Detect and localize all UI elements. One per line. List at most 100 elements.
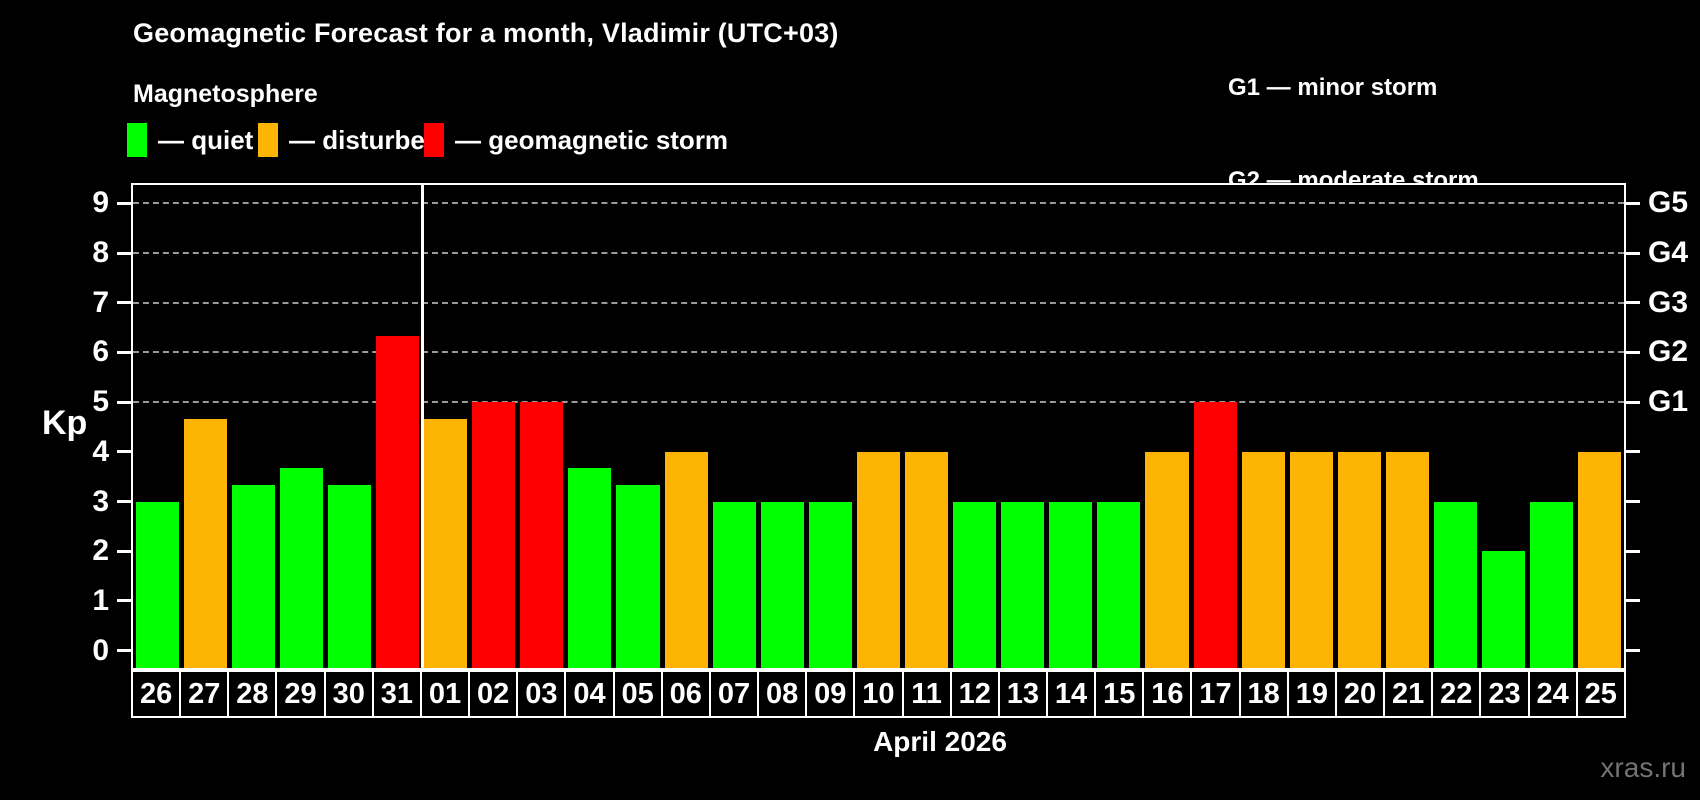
date-label-17: 17 [1190, 670, 1241, 718]
date-label-31: 31 [371, 670, 422, 718]
date-label-05: 05 [612, 670, 663, 718]
grid-line-kp5 [133, 401, 1624, 404]
kp-bar-14 [1049, 501, 1093, 668]
bar-slot-01 [422, 185, 470, 668]
y-tick-label-3: 3 [92, 484, 109, 518]
grid-line-kp8 [133, 252, 1624, 255]
storm-scale-line-g1: G1 — minor storm [1228, 74, 1438, 101]
date-label-28: 28 [227, 670, 278, 718]
left-tick-kp9 [117, 201, 131, 205]
legend-item-storm: — geomagnetic storm [424, 120, 728, 160]
storm-swatch-icon [424, 123, 444, 157]
y-tick-label-6: 6 [92, 335, 109, 369]
kp-bar-10 [856, 451, 900, 668]
bar-slot-24 [1528, 185, 1576, 668]
date-label-06: 06 [660, 670, 711, 718]
bars-container [133, 185, 1624, 668]
bar-slot-16 [1143, 185, 1191, 668]
bar-slot-02 [470, 185, 518, 668]
kp-legend: — quiet — disturbed — geomagnetic storm [0, 120, 1100, 160]
kp-bar-27 [183, 418, 227, 668]
left-tick-kp8 [117, 251, 131, 255]
y-tick-label-2: 2 [92, 534, 109, 568]
date-label-24: 24 [1527, 670, 1578, 718]
bar-slot-25 [1576, 185, 1624, 668]
date-label-15: 15 [1094, 670, 1145, 718]
watermark: xras.ru [1600, 752, 1686, 783]
bar-slot-11 [903, 185, 951, 668]
bar-slot-21 [1383, 185, 1431, 668]
kp-bar-05 [616, 485, 660, 668]
bar-slot-09 [806, 185, 854, 668]
date-label-02: 02 [468, 670, 519, 718]
date-label-08: 08 [757, 670, 808, 718]
kp-bar-21 [1385, 451, 1430, 668]
plot-area: 0 1 2 3 4 5 6 7 8 9 G1 G2 G3 G4 G5 [92, 183, 1688, 670]
chart-title: Geomagnetic Forecast for a month, Vladim… [133, 18, 839, 48]
bar-slot-10 [854, 185, 902, 668]
kp-bar-31 [375, 336, 420, 668]
right-tick-kp1 [1626, 599, 1640, 603]
right-tick-kp6 [1626, 350, 1640, 354]
y-tick-label-5: 5 [92, 385, 109, 419]
right-tick-kp9 [1626, 201, 1640, 205]
kp-bar-17 [1193, 402, 1237, 668]
right-tick-kp5 [1626, 400, 1640, 404]
bar-slot-15 [1095, 185, 1143, 668]
bar-slot-03 [518, 185, 566, 668]
x-axis-month-label: April 2026 [873, 726, 1007, 757]
kp-bar-13 [1001, 501, 1045, 668]
date-label-13: 13 [997, 670, 1048, 718]
bar-slot-30 [325, 185, 373, 668]
left-tick-kp0 [117, 649, 131, 653]
left-tick-kp5 [117, 400, 131, 404]
right-tick-kp2 [1626, 549, 1640, 553]
kp-bar-26 [135, 501, 179, 668]
date-label-12: 12 [949, 670, 1000, 718]
quiet-swatch-icon [127, 123, 147, 157]
left-tick-kp6 [117, 350, 131, 354]
chart-subtitle: Magnetosphere [133, 80, 318, 108]
bar-slot-29 [277, 185, 325, 668]
kp-bar-18 [1241, 451, 1285, 668]
grid-line-kp7 [133, 301, 1624, 304]
date-label-18: 18 [1238, 670, 1289, 718]
left-tick-kp2 [117, 549, 131, 553]
date-label-25: 25 [1575, 670, 1626, 718]
y-tick-label-7: 7 [92, 285, 109, 319]
kp-bar-01 [424, 418, 468, 668]
bar-slot-05 [614, 185, 662, 668]
y-tick-label-0: 0 [92, 633, 109, 667]
kp-bar-28 [231, 485, 275, 668]
left-tick-kp4 [117, 450, 131, 454]
kp-bar-03 [520, 402, 564, 668]
bar-slot-23 [1480, 185, 1528, 668]
right-tick-kp8 [1626, 251, 1640, 255]
bar-slot-04 [566, 185, 614, 668]
y-tick-label-8: 8 [92, 236, 109, 270]
kp-bar-24 [1530, 501, 1574, 668]
kp-bar-12 [953, 501, 997, 668]
legend-item-disturbed: — disturbed [258, 120, 441, 160]
bar-slot-28 [229, 185, 277, 668]
grid-line-kp9 [133, 202, 1624, 205]
g-scale-label-g4: G4 [1648, 236, 1689, 270]
g-scale-label-g5: G5 [1648, 186, 1689, 220]
y-tick-label-9: 9 [92, 186, 109, 220]
bar-slot-18 [1239, 185, 1287, 668]
month-separator-line [420, 185, 424, 668]
kp-bar-22 [1434, 501, 1478, 668]
date-label-23: 23 [1479, 670, 1530, 718]
bar-slot-27 [181, 185, 229, 668]
date-label-04: 04 [564, 670, 615, 718]
date-label-11: 11 [901, 670, 952, 718]
date-label-01: 01 [419, 670, 471, 718]
kp-bar-07 [712, 501, 756, 668]
right-tick-kp4 [1626, 450, 1640, 454]
bar-slot-12 [951, 185, 999, 668]
kp-bar-02 [472, 402, 516, 668]
bar-slot-31 [373, 185, 421, 668]
legend-item-quiet: — quiet [127, 120, 253, 160]
date-label-09: 09 [805, 670, 856, 718]
bar-slot-22 [1432, 185, 1480, 668]
